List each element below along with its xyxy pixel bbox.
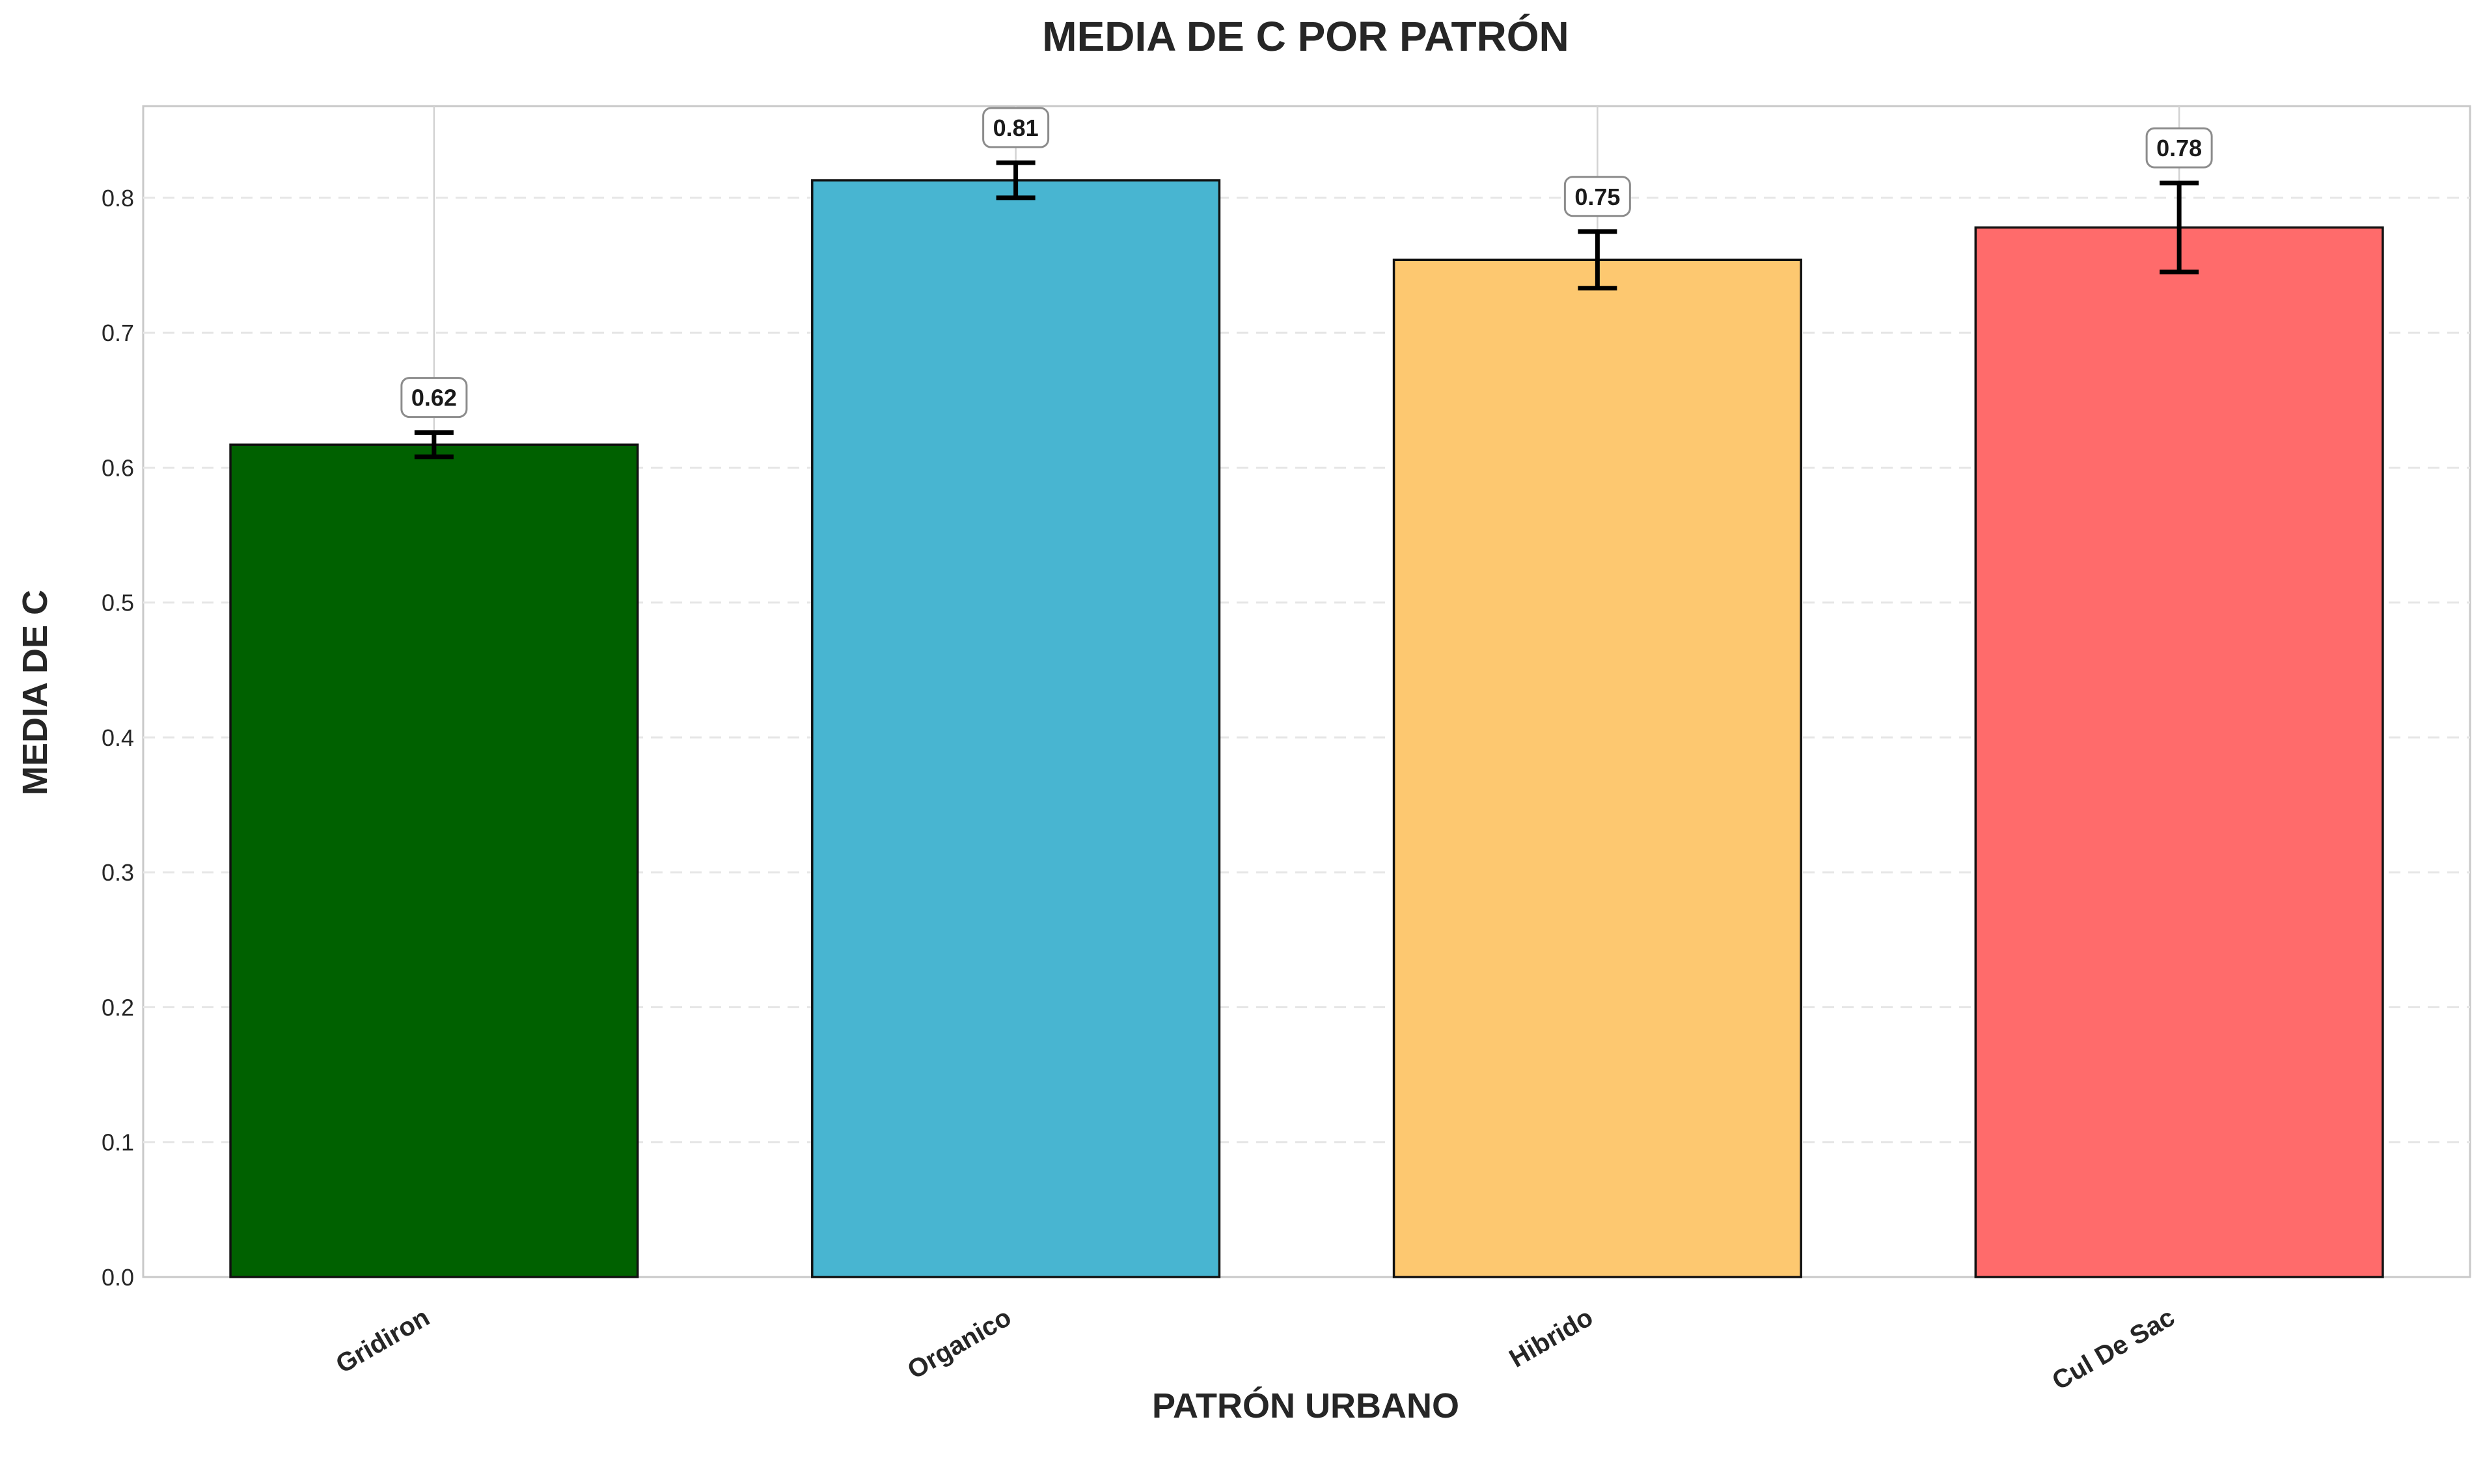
data-label-box — [400, 377, 468, 419]
data-label: 0.75 — [1574, 184, 1620, 210]
y-axis-label: MEDIA DE C — [16, 590, 55, 795]
data-label-box — [1563, 176, 1631, 217]
data-label: 0.78 — [2156, 135, 2202, 161]
data-label: 0.62 — [411, 385, 457, 411]
y-tick-label: 0.2 — [102, 994, 134, 1021]
x-tick-label: Cul De Sac — [2048, 1303, 2180, 1396]
x-tick-label: Gridiron — [331, 1303, 435, 1379]
x-tick-label: Organico — [903, 1303, 1016, 1385]
y-tick-label: 0.0 — [102, 1264, 134, 1291]
y-tick-label: 0.4 — [102, 724, 134, 751]
data-label: 0.81 — [993, 115, 1039, 141]
y-tick-label: 0.6 — [102, 454, 134, 481]
bar-organico — [811, 179, 1221, 1278]
y-tick-label: 0.8 — [102, 185, 134, 212]
chart-title: MEDIA DE C POR PATRÓN — [1042, 13, 1569, 60]
x-tick-label: Hibrido — [1505, 1303, 1598, 1373]
y-tick-label: 0.5 — [102, 590, 134, 616]
plot-area: 0.0 0.1 0.2 0.3 0.4 0.5 0.6 0.7 0.8 0.62 Gridiron 0… — [102, 105, 2471, 1396]
bar-cul-de-sac — [1974, 226, 2384, 1278]
x-axis-label: PATRÓN URBANO — [1152, 1386, 1459, 1425]
data-label-box — [2145, 127, 2213, 169]
bar-hibrido — [1392, 258, 1802, 1278]
y-tick-label: 0.1 — [102, 1129, 134, 1156]
y-tick-label: 0.7 — [102, 320, 134, 346]
data-label-box — [982, 107, 1050, 148]
bar-gridiron — [229, 443, 639, 1278]
y-tick-label: 0.3 — [102, 859, 134, 886]
